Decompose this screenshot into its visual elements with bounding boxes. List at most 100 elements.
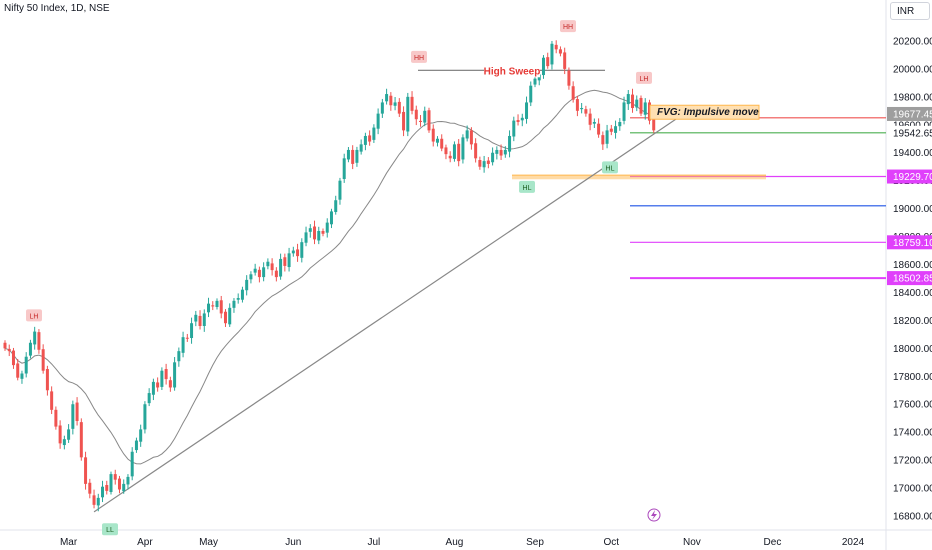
trend-line [93, 115, 681, 513]
candle [177, 347, 181, 367]
candle [563, 47, 567, 75]
candle [546, 52, 550, 69]
high-sweep-label: High Sweep [484, 63, 541, 78]
candle [351, 145, 355, 170]
candle [245, 275, 249, 296]
candle [495, 146, 499, 160]
y-tick-label: 18600.00 [893, 260, 932, 271]
svg-text:18759.10: 18759.10 [893, 238, 932, 249]
candle [130, 447, 134, 481]
candle [92, 489, 96, 509]
candle [440, 134, 444, 152]
candle [160, 367, 164, 390]
hl-zone [512, 175, 766, 180]
swing-high-tag: LH [636, 71, 652, 84]
candle [516, 114, 520, 126]
time-axis[interactable]: Mar Apr May Jun Jul Aug Sep Oct Nov Dec 2024 [60, 537, 865, 548]
candle [198, 310, 202, 330]
svg-text:HL: HL [523, 185, 532, 192]
candle [435, 136, 439, 147]
currency-selector[interactable]: INR [890, 2, 930, 20]
candle [88, 478, 92, 499]
y-tick-label: 17200.00 [893, 456, 932, 467]
swing-high-tag: LH [26, 309, 42, 322]
candle [300, 238, 304, 263]
candle [16, 358, 20, 381]
candle [410, 91, 414, 115]
candle [75, 397, 79, 426]
candle [554, 40, 558, 54]
candle [558, 46, 562, 57]
x-tick-label: Apr [137, 537, 153, 548]
candle [325, 218, 329, 238]
candle [541, 55, 545, 79]
candle [431, 124, 435, 147]
candle [45, 365, 49, 396]
candle [219, 295, 223, 319]
candle [626, 90, 630, 110]
candle [291, 246, 295, 257]
x-tick-label: Jul [367, 537, 380, 548]
candle [508, 130, 512, 158]
candle [266, 258, 270, 270]
y-tick-label: 16800.00 [893, 512, 932, 523]
candle [122, 479, 126, 494]
candle [414, 105, 418, 126]
candle [427, 107, 431, 133]
candle [499, 144, 503, 161]
candle [3, 340, 7, 351]
x-tick-label: Jun [285, 537, 301, 548]
flash-icon[interactable] [647, 508, 661, 522]
candle [448, 151, 452, 163]
candle [605, 124, 609, 149]
candle [601, 131, 605, 150]
swing-low-tag: HL [519, 180, 535, 193]
candle [7, 344, 11, 357]
candle [257, 266, 261, 283]
x-tick-label: 2024 [842, 537, 865, 548]
candle [287, 247, 291, 272]
chart-title: Nifty 50 Index, 1D, NSE [4, 3, 110, 14]
svg-text:FVG: Impulsive move: FVG: Impulsive move [657, 107, 759, 118]
candle [41, 344, 45, 374]
candle [207, 297, 211, 318]
svg-text:High Sweep: High Sweep [484, 66, 541, 77]
candle [478, 156, 482, 170]
candle [567, 67, 571, 90]
price-tag: 19677.45 [887, 106, 932, 121]
candle [313, 220, 317, 245]
candle [385, 88, 389, 105]
candle [37, 329, 41, 354]
candle [609, 124, 613, 136]
y-tick-label: 18200.00 [893, 316, 932, 327]
candle [469, 127, 473, 150]
candle [397, 98, 401, 117]
svg-text:LH: LH [640, 76, 649, 83]
candle [96, 493, 100, 512]
candle [321, 228, 325, 237]
ma-line [4, 89, 654, 465]
candle [368, 130, 372, 146]
candle [228, 303, 232, 327]
candle [62, 435, 66, 450]
candle [465, 125, 469, 142]
candle [584, 105, 588, 117]
candle [614, 120, 618, 139]
candle [54, 406, 58, 430]
moving-average [4, 89, 654, 465]
candle [139, 424, 143, 447]
candle [270, 258, 274, 276]
y-tick-label: 19600.00 [893, 120, 932, 131]
candle [342, 153, 346, 183]
candle [113, 469, 117, 485]
candle [156, 377, 160, 392]
price-axis[interactable]: 16800.00 17000.00 17200.00 17400.00 17600.00… [887, 36, 932, 523]
candle [482, 155, 486, 173]
svg-text:18502.85: 18502.85 [893, 274, 932, 285]
candle [423, 106, 427, 127]
y-tick-label: 19800.00 [893, 92, 932, 103]
candle [143, 401, 147, 434]
candle [296, 243, 300, 262]
